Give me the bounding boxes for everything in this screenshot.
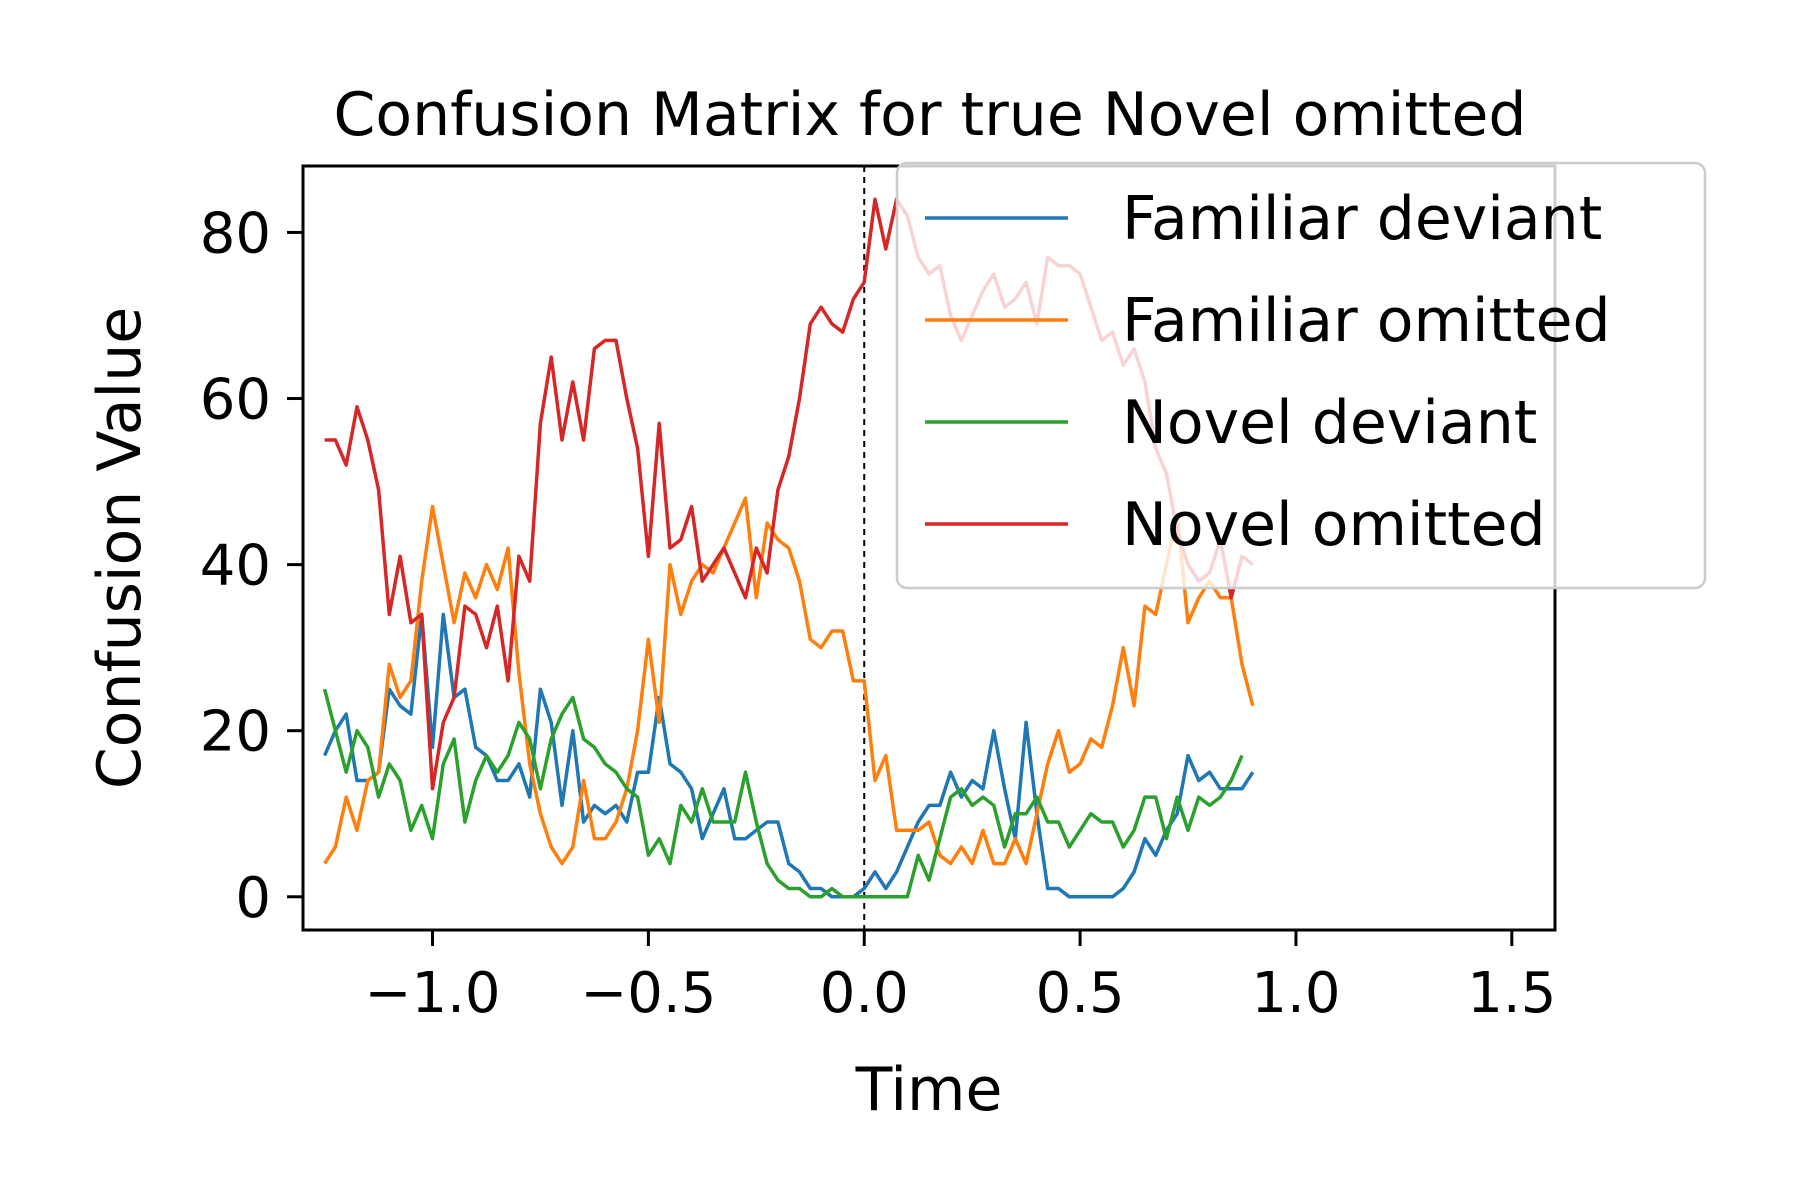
x-axis-label: Time (855, 1055, 1003, 1125)
legend-label: Novel deviant (1122, 388, 1537, 458)
y-tick-label: 20 (200, 700, 271, 765)
legend: Familiar deviant Familiar omitted Novel de… (895, 161, 1707, 590)
x-tick-label: 0.0 (820, 961, 909, 1026)
x-tick-label: −1.0 (365, 961, 501, 1026)
y-tick-label: 80 (200, 201, 271, 266)
legend-label: Familiar deviant (1122, 184, 1602, 254)
series-line-2 (323, 496, 1255, 866)
legend-label: Novel omitted (1122, 490, 1546, 560)
x-tick-label: −0.5 (580, 961, 716, 1026)
y-axis-label: Confusion Value (85, 307, 155, 789)
x-tick-label: 1.5 (1467, 961, 1556, 1026)
y-tick-label: 40 (200, 534, 271, 599)
y-tick-label: 60 (200, 368, 271, 433)
x-tick-label: 1.0 (1251, 961, 1340, 1026)
legend-label: Familiar omitted (1122, 286, 1611, 356)
chart-title: Confusion Matrix for true Novel omitted (334, 80, 1527, 150)
x-tick-label: 0.5 (1036, 961, 1125, 1026)
series-line-1 (322, 612, 1255, 899)
y-axis: 0 20 40 60 80 (200, 201, 303, 931)
series-line-3 (322, 688, 1244, 899)
y-tick-label: 0 (235, 866, 271, 931)
x-axis: −1.0 −0.5 0.0 0.5 1.0 1.5 (365, 930, 1556, 1026)
legend-frame (895, 161, 1707, 590)
